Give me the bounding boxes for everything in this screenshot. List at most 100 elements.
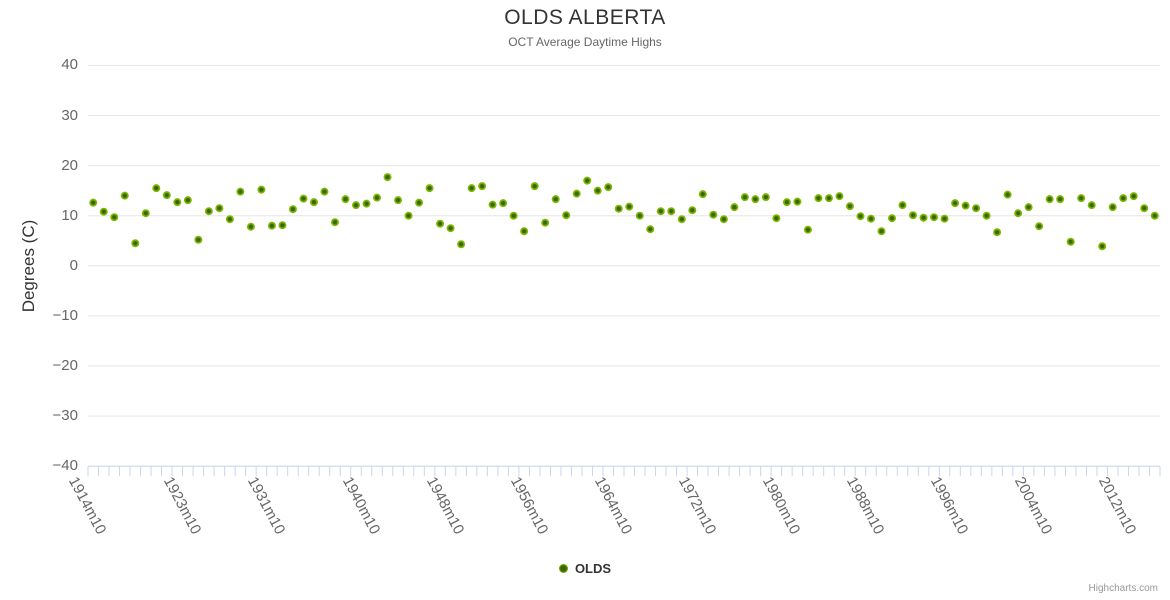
data-point[interactable] — [225, 215, 234, 224]
data-point[interactable] — [625, 202, 634, 211]
data-point[interactable] — [751, 195, 760, 204]
data-point[interactable] — [709, 210, 718, 219]
data-point[interactable] — [614, 204, 623, 213]
data-point[interactable] — [194, 235, 203, 244]
data-point[interactable] — [246, 222, 255, 231]
data-point[interactable] — [835, 192, 844, 201]
data-point[interactable] — [877, 227, 886, 236]
data-point[interactable] — [814, 194, 823, 203]
data-point[interactable] — [898, 201, 907, 210]
data-point[interactable] — [341, 195, 350, 204]
data-point[interactable] — [1024, 203, 1033, 212]
data-point[interactable] — [761, 193, 770, 202]
data-point[interactable] — [940, 214, 949, 223]
data-point[interactable] — [1003, 190, 1012, 199]
data-point[interactable] — [930, 213, 939, 222]
data-point[interactable] — [593, 186, 602, 195]
data-point[interactable] — [1140, 204, 1149, 213]
data-point[interactable] — [162, 191, 171, 200]
data-point[interactable] — [488, 200, 497, 209]
data-point[interactable] — [856, 212, 865, 221]
data-point[interactable] — [288, 205, 297, 214]
data-point[interactable] — [1045, 195, 1054, 204]
data-point[interactable] — [1129, 192, 1138, 201]
data-point[interactable] — [362, 199, 371, 208]
data-point[interactable] — [467, 184, 476, 193]
data-point[interactable] — [541, 218, 550, 227]
data-point[interactable] — [131, 239, 140, 248]
data-point[interactable] — [1035, 222, 1044, 231]
data-point[interactable] — [215, 204, 224, 213]
data-point[interactable] — [562, 211, 571, 220]
data-point[interactable] — [1087, 201, 1096, 210]
data-point[interactable] — [1066, 237, 1075, 246]
data-point[interactable] — [446, 224, 455, 233]
data-point[interactable] — [845, 202, 854, 211]
data-point[interactable] — [698, 190, 707, 199]
data-point[interactable] — [656, 207, 665, 216]
data-point[interactable] — [330, 218, 339, 227]
data-point[interactable] — [866, 214, 875, 223]
data-point[interactable] — [951, 199, 960, 208]
data-point[interactable] — [278, 221, 287, 230]
data-point[interactable] — [972, 204, 981, 213]
data-point[interactable] — [320, 187, 329, 196]
data-point[interactable] — [824, 194, 833, 203]
data-point[interactable] — [793, 197, 802, 206]
data-point[interactable] — [635, 211, 644, 220]
data-point[interactable] — [120, 191, 129, 200]
data-point[interactable] — [267, 221, 276, 230]
data-point[interactable] — [667, 207, 676, 216]
data-point[interactable] — [457, 240, 466, 249]
data-point[interactable] — [982, 211, 991, 220]
data-point[interactable] — [1077, 194, 1086, 203]
data-point[interactable] — [99, 207, 108, 216]
data-point[interactable] — [1150, 211, 1159, 220]
data-point[interactable] — [436, 219, 445, 228]
data-point[interactable] — [919, 213, 928, 222]
data-point[interactable] — [803, 225, 812, 234]
data-point[interactable] — [383, 173, 392, 182]
data-point[interactable] — [478, 182, 487, 191]
data-point[interactable] — [236, 187, 245, 196]
data-point[interactable] — [404, 211, 413, 220]
data-point[interactable] — [257, 185, 266, 194]
data-point[interactable] — [688, 206, 697, 215]
data-point[interactable] — [772, 214, 781, 223]
data-point[interactable] — [993, 228, 1002, 237]
data-point[interactable] — [782, 198, 791, 207]
data-point[interactable] — [425, 184, 434, 193]
data-point[interactable] — [89, 198, 98, 207]
data-point[interactable] — [583, 176, 592, 185]
data-point[interactable] — [1056, 195, 1065, 204]
data-point[interactable] — [730, 203, 739, 212]
data-point[interactable] — [520, 227, 529, 236]
data-point[interactable] — [572, 189, 581, 198]
data-point[interactable] — [1014, 209, 1023, 218]
data-point[interactable] — [1098, 242, 1107, 251]
data-point[interactable] — [677, 215, 686, 224]
data-point[interactable] — [152, 184, 161, 193]
data-point[interactable] — [1108, 203, 1117, 212]
data-point[interactable] — [352, 201, 360, 210]
data-point[interactable] — [740, 193, 749, 202]
data-point[interactable] — [551, 195, 560, 204]
data-point[interactable] — [394, 196, 403, 205]
data-point[interactable] — [299, 194, 308, 203]
data-point[interactable] — [719, 215, 728, 224]
data-point[interactable] — [1119, 194, 1128, 203]
data-point[interactable] — [961, 201, 970, 210]
data-point[interactable] — [204, 207, 213, 216]
data-point[interactable] — [173, 198, 182, 207]
highcharts-credit-link[interactable]: Highcharts.com — [1088, 583, 1158, 594]
data-point[interactable] — [141, 209, 150, 218]
data-point[interactable] — [373, 193, 382, 202]
data-point[interactable] — [183, 196, 192, 205]
data-point[interactable] — [530, 182, 539, 191]
data-point[interactable] — [509, 211, 518, 220]
data-point[interactable] — [909, 211, 918, 220]
data-point[interactable] — [604, 183, 613, 192]
data-point[interactable] — [309, 198, 318, 207]
data-point[interactable] — [646, 225, 655, 234]
data-point[interactable] — [110, 213, 119, 222]
